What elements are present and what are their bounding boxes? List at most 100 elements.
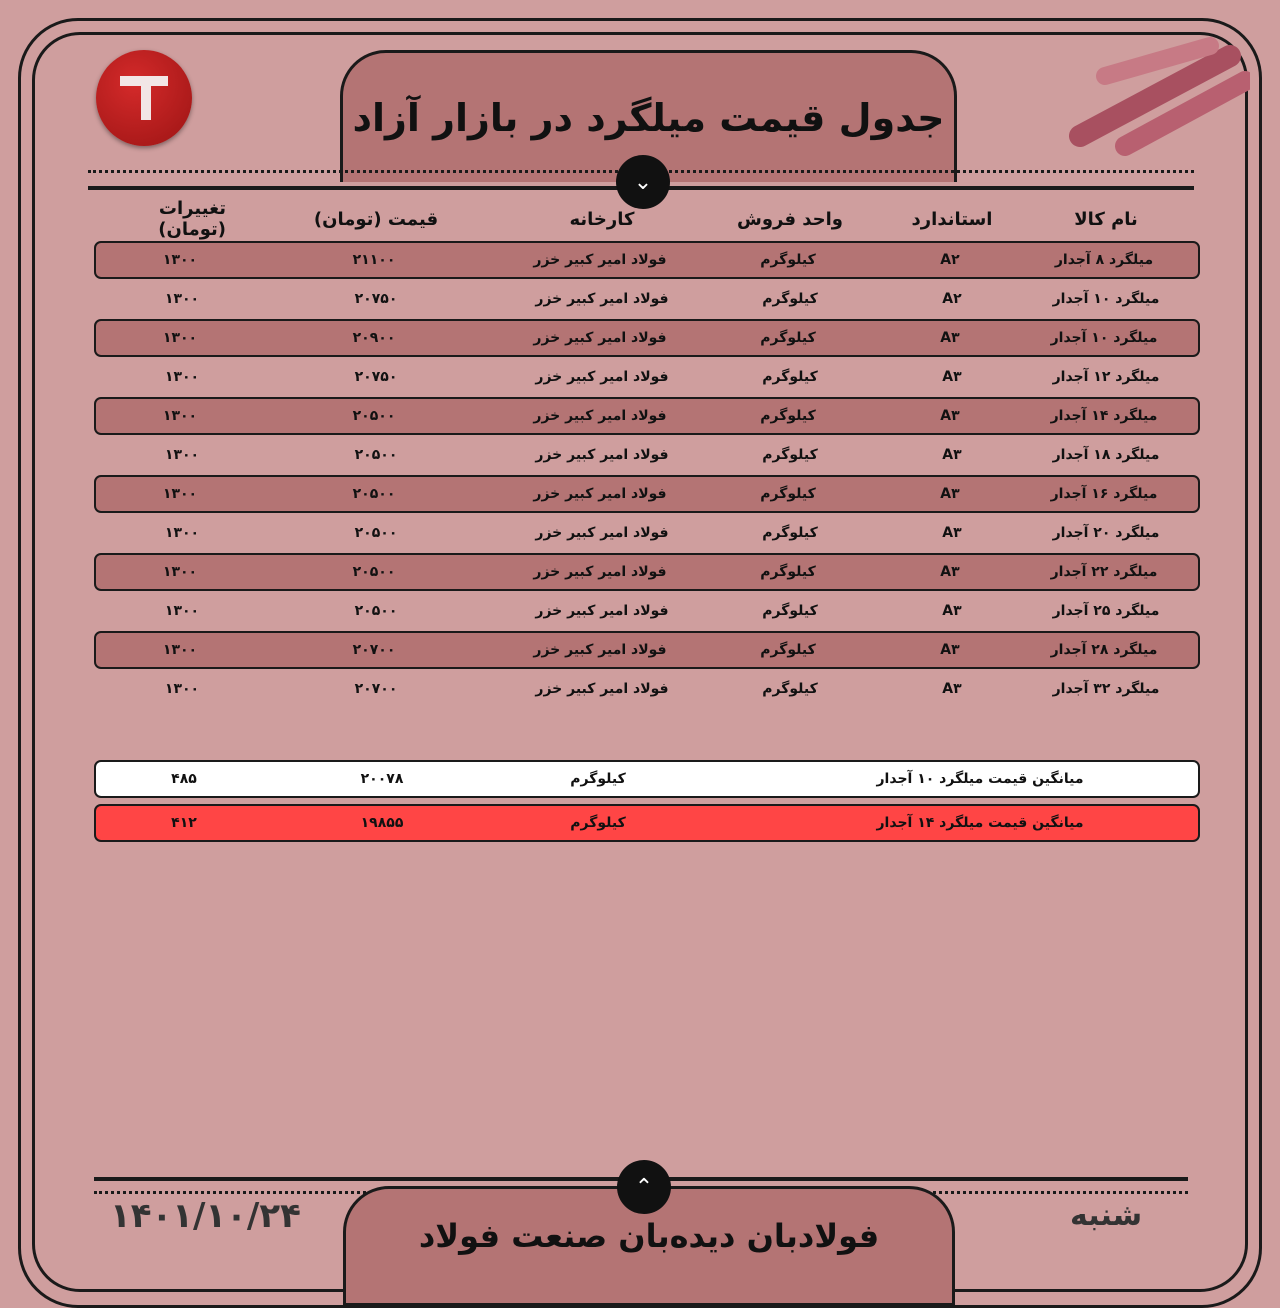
summary-row: میانگین قیمت میلگرد ۱۴ آجدار کیلوگرم ۱۹۸… [94, 804, 1200, 842]
table-row: میلگرد ۲۵ آجدار A۳ کیلوگرم فولاد امیر کبیر … [94, 592, 1200, 630]
cell-change: ۱۳۰۰ [164, 603, 200, 619]
table-row: میلگرد ۸ آجدار A۲ کیلوگرم فولاد امیر کبیر خ… [94, 241, 1200, 279]
cell-factory: فولاد امیر کبیر خزر [535, 447, 669, 463]
cell-change: ۱۳۰۰ [164, 447, 200, 463]
cell-factory: فولاد امیر کبیر خزر [533, 330, 667, 346]
cell-factory: فولاد امیر کبیر خزر [535, 291, 669, 307]
table-row: میلگرد ۱۰ آجدار A۳ کیلوگرم فولاد امیر کبیر … [94, 319, 1200, 357]
chevron-down-icon: ⌄ [616, 155, 670, 209]
cell-factory: فولاد امیر کبیر خزر [533, 252, 667, 268]
cell-standard: A۳ [942, 603, 962, 619]
cell-change: ۱۳۰۰ [162, 642, 198, 658]
cell-name: میلگرد ۲۰ آجدار [1052, 525, 1160, 541]
cell-name: میلگرد ۱۰ آجدار [1052, 291, 1160, 307]
cell-change: ۱۳۰۰ [162, 564, 198, 580]
summary-label: میانگین قیمت میلگرد ۱۴ آجدار [876, 815, 1084, 831]
cell-factory: فولاد امیر کبیر خزر [533, 408, 667, 424]
cell-price: ۲۰۵۰۰ [354, 447, 398, 463]
summary-unit: کیلوگرم [570, 815, 626, 831]
cell-factory: فولاد امیر کبیر خزر [535, 525, 669, 541]
cell-name: میلگرد ۱۶ آجدار [1050, 486, 1158, 502]
cell-price: ۲۰۵۰۰ [354, 525, 398, 541]
cell-unit: کیلوگرم [762, 525, 818, 541]
col-price: قیمت (تومان) [313, 208, 439, 230]
cell-price: ۲۰۷۵۰ [354, 291, 398, 307]
summary-change: ۴۱۲ [171, 815, 197, 831]
col-factory: کارخانه [569, 208, 635, 230]
cell-name: میلگرد ۲۸ آجدار [1050, 642, 1158, 658]
summary-row: میانگین قیمت میلگرد ۱۰ آجدار کیلوگرم ۲۰۰… [94, 760, 1200, 798]
cell-unit: کیلوگرم [760, 486, 816, 502]
cell-price: ۲۰۷۰۰ [354, 681, 398, 697]
summary-price: ۱۹۸۵۵ [360, 815, 404, 831]
cell-unit: کیلوگرم [762, 681, 818, 697]
cell-name: میلگرد ۲۲ آجدار [1050, 564, 1158, 580]
chevron-up-icon: ⌃ [617, 1160, 671, 1214]
cell-name: میلگرد ۱۸ آجدار [1052, 447, 1160, 463]
cell-factory: فولاد امیر کبیر خزر [535, 681, 669, 697]
cell-factory: فولاد امیر کبیر خزر [533, 564, 667, 580]
table-row: میلگرد ۲۸ آجدار A۳ کیلوگرم فولاد امیر کبیر … [94, 631, 1200, 669]
cell-change: ۱۳۰۰ [162, 408, 198, 424]
cell-factory: فولاد امیر کبیر خزر [533, 486, 667, 502]
table-row: میلگرد ۳۲ آجدار A۳ کیلوگرم فولاد امیر کبیر … [94, 670, 1200, 708]
cell-unit: کیلوگرم [760, 330, 816, 346]
col-unit: واحد فروش [736, 208, 844, 230]
cell-unit: کیلوگرم [762, 603, 818, 619]
cell-name: میلگرد ۸ آجدار [1054, 252, 1154, 268]
cell-price: ۲۱۱۰۰ [352, 252, 396, 268]
table-header: نام کالا استاندارد واحد فروش کارخانه قیم… [94, 198, 1200, 240]
cell-price: ۲۰۵۰۰ [352, 408, 396, 424]
cell-standard: A۳ [942, 525, 962, 541]
rebar-image [1069, 37, 1250, 156]
weekday: شنبه [1070, 1198, 1143, 1233]
cell-price: ۲۰۵۰۰ [354, 603, 398, 619]
col-name: نام کالا [1074, 208, 1138, 230]
cell-standard: A۳ [940, 486, 960, 502]
cell-factory: فولاد امیر کبیر خزر [535, 603, 669, 619]
summary-unit: کیلوگرم [570, 771, 626, 787]
cell-price: ۲۰۹۰۰ [352, 330, 396, 346]
cell-unit: کیلوگرم [762, 447, 818, 463]
cell-name: میلگرد ۱۰ آجدار [1050, 330, 1158, 346]
cell-standard: A۳ [940, 564, 960, 580]
logo [96, 50, 192, 146]
summary-price: ۲۰۰۷۸ [360, 771, 404, 787]
cell-standard: A۳ [940, 642, 960, 658]
cell-change: ۱۳۰۰ [164, 369, 200, 385]
cell-unit: کیلوگرم [760, 408, 816, 424]
table-row: میلگرد ۱۲ آجدار A۳ کیلوگرم فولاد امیر کبیر … [94, 358, 1200, 396]
footer-title: فولادبان دیده‌بان صنعت فولاد [418, 1217, 880, 1255]
table-row: میلگرد ۱۸ آجدار A۳ کیلوگرم فولاد امیر کبیر … [94, 436, 1200, 474]
cell-standard: A۳ [942, 681, 962, 697]
cell-standard: A۳ [942, 447, 962, 463]
cell-price: ۲۰۵۰۰ [352, 486, 396, 502]
cell-name: میلگرد ۱۲ آجدار [1052, 369, 1160, 385]
summary-change: ۴۸۵ [171, 771, 197, 787]
cell-price: ۲۰۷۵۰ [354, 369, 398, 385]
cell-change: ۱۳۰۰ [162, 330, 198, 346]
cell-unit: کیلوگرم [762, 369, 818, 385]
cell-standard: A۳ [940, 330, 960, 346]
cell-standard: A۲ [942, 291, 962, 307]
date: ۱۴۰۱/۱۰/۲۴ [110, 1196, 301, 1236]
cell-unit: کیلوگرم [760, 642, 816, 658]
table-row: میلگرد ۱۶ آجدار A۳ کیلوگرم فولاد امیر کبیر … [94, 475, 1200, 513]
page-title: جدول قیمت میلگرد در بازار آزاد [352, 95, 945, 140]
cell-unit: کیلوگرم [762, 291, 818, 307]
table-row: میلگرد ۱۰ آجدار A۲ کیلوگرم فولاد امیر کبیر … [94, 280, 1200, 318]
cell-change: ۱۳۰۰ [164, 525, 200, 541]
cell-unit: کیلوگرم [760, 252, 816, 268]
cell-price: ۲۰۷۰۰ [352, 642, 396, 658]
cell-unit: کیلوگرم [760, 564, 816, 580]
cell-factory: فولاد امیر کبیر خزر [533, 642, 667, 658]
cell-name: میلگرد ۲۵ آجدار [1052, 603, 1160, 619]
col-standard: استاندارد [911, 208, 993, 230]
cell-change: ۱۳۰۰ [162, 486, 198, 502]
cell-standard: A۲ [940, 252, 960, 268]
cell-change: ۱۳۰۰ [164, 681, 200, 697]
cell-name: میلگرد ۳۲ آجدار [1052, 681, 1160, 697]
col-change: تغییرات (تومان) [158, 198, 226, 240]
header-tab: جدول قیمت میلگرد در بازار آزاد [340, 50, 957, 182]
table-row: میلگرد ۲۰ آجدار A۳ کیلوگرم فولاد امیر کبیر … [94, 514, 1200, 552]
